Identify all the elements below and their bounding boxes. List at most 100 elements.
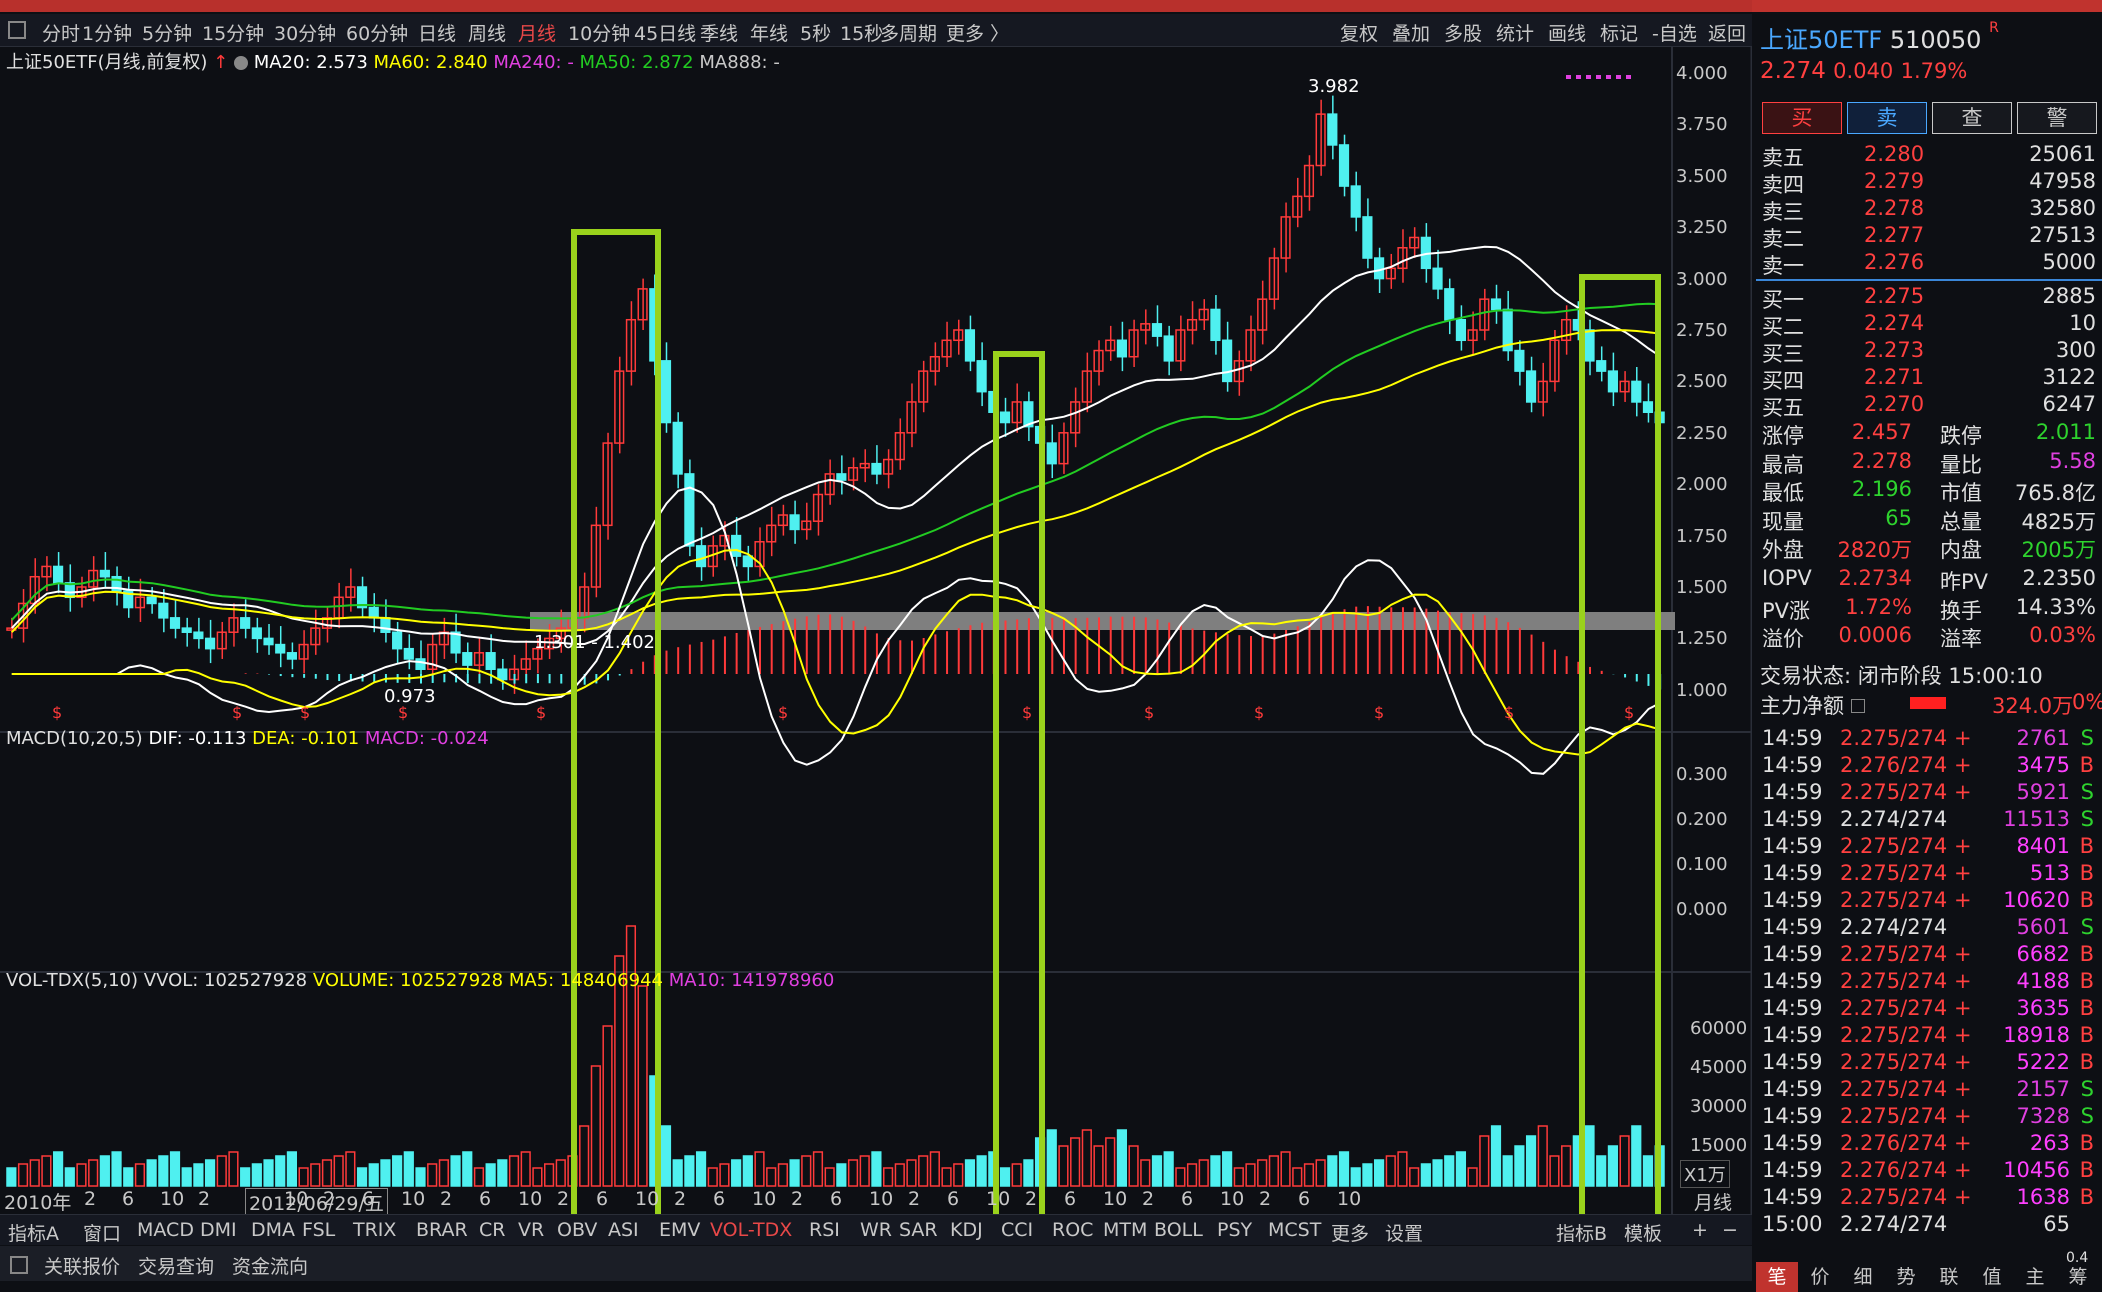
- quote-tab-6[interactable]: 主: [2025, 1266, 2045, 1288]
- indicator-tab-rsi[interactable]: RSI: [809, 1219, 840, 1241]
- toolbar-right-1[interactable]: 叠加: [1392, 23, 1431, 45]
- quote-tab-4[interactable]: 联: [1939, 1266, 1959, 1288]
- indicator-tab-窗口[interactable]: 窗口: [83, 1223, 122, 1245]
- indicator-tab-boll[interactable]: BOLL: [1154, 1219, 1203, 1241]
- vol-ma5: MA5: 148406944: [508, 970, 663, 991]
- quote-button-0[interactable]: 买: [1762, 102, 1842, 134]
- period-9[interactable]: 10分钟: [568, 23, 631, 45]
- candle-body: [532, 647, 543, 660]
- bottom-tab-2[interactable]: 资金流向: [232, 1256, 309, 1278]
- quote-button-1[interactable]: 卖: [1847, 102, 1927, 134]
- indicator-tab-设置[interactable]: 设置: [1385, 1223, 1424, 1245]
- period-3[interactable]: 15分钟: [202, 23, 265, 45]
- period-1[interactable]: 1分钟: [82, 23, 133, 45]
- bid-row[interactable]: 买三 2.273 300: [1756, 338, 2102, 366]
- bottom-tab-0[interactable]: 关联报价: [44, 1256, 121, 1278]
- candle-body: [1607, 370, 1618, 393]
- volume-bar: [1233, 1167, 1244, 1187]
- indicator-tab-brar[interactable]: BRAR: [416, 1219, 468, 1241]
- ask-row[interactable]: 卖五 2.280 25061: [1756, 142, 2102, 170]
- toolbar-right-0[interactable]: 复权: [1340, 23, 1379, 45]
- quote-tab-7[interactable]: 筹: [2068, 1266, 2088, 1288]
- indicator-tab-dmi[interactable]: DMI: [200, 1219, 237, 1241]
- ask-row[interactable]: 卖三 2.278 32580: [1756, 196, 2102, 224]
- toolbar-right-3[interactable]: 统计: [1496, 23, 1535, 45]
- period-0[interactable]: 分时: [42, 23, 81, 45]
- period-13[interactable]: 5秒: [800, 23, 832, 45]
- indicator-tab-cci[interactable]: CCI: [1001, 1219, 1034, 1241]
- quote-button-3[interactable]: 警: [2017, 102, 2097, 134]
- period-15[interactable]: 多周期: [880, 23, 938, 45]
- indicator-tab-mcst[interactable]: MCST: [1268, 1219, 1322, 1241]
- indicator-right-3[interactable]: −: [1722, 1219, 1738, 1241]
- indicator-tab-macd[interactable]: MACD: [137, 1219, 194, 1241]
- indicator-tab-asi[interactable]: ASI: [608, 1219, 639, 1241]
- settings-icon[interactable]: [233, 56, 248, 70]
- quote-tab-2[interactable]: 细: [1853, 1266, 1873, 1288]
- toolbar-right-6[interactable]: -自选: [1652, 23, 1697, 45]
- x-tick: 2: [1259, 1188, 1272, 1210]
- indicator-tab-sar[interactable]: SAR: [899, 1219, 938, 1241]
- indicator-tab-mtm[interactable]: MTM: [1103, 1219, 1148, 1241]
- indicator-tab-vol-tdx[interactable]: VOL-TDX: [710, 1219, 793, 1241]
- ask-price: 2.277: [1864, 223, 1925, 247]
- period-14[interactable]: 15秒: [840, 23, 884, 45]
- indicator-tab-更多[interactable]: 更多: [1331, 1223, 1370, 1245]
- quote-tab-5[interactable]: 值: [1982, 1266, 2002, 1288]
- indicator-tab-psy[interactable]: PSY: [1217, 1219, 1253, 1241]
- toolbar-right-4[interactable]: 画线: [1548, 23, 1587, 45]
- volume-bar: [1338, 1151, 1350, 1187]
- indicator-tab-fsl[interactable]: FSL: [302, 1219, 336, 1241]
- period-5[interactable]: 60分钟: [346, 23, 409, 45]
- indicator-tab-roc[interactable]: ROC: [1052, 1219, 1094, 1241]
- y-tick-vol: 45000: [1690, 1057, 1748, 1078]
- indicator-tab-trix[interactable]: TRIX: [353, 1219, 397, 1241]
- tick-row: 14:59 2.275/274 +2157 S: [1762, 1077, 2094, 1101]
- ask-row[interactable]: 卖四 2.279 47958: [1756, 169, 2102, 197]
- toolbar-right-5[interactable]: 标记: [1600, 23, 1639, 45]
- period-12[interactable]: 年线: [750, 23, 789, 45]
- bid-label: 买四: [1762, 369, 1804, 393]
- indicator-tab-dma[interactable]: DMA: [251, 1219, 296, 1241]
- period-10[interactable]: 45日线: [634, 23, 697, 45]
- period-16[interactable]: 更多 〉: [946, 23, 1010, 45]
- kline-chart[interactable]: $ $ $ $ $ $ $ $ $ $ $ $: [0, 46, 1752, 1216]
- period-7[interactable]: 周线: [468, 23, 507, 45]
- indicator-tab-cr[interactable]: CR: [479, 1219, 506, 1241]
- period-2[interactable]: 5分钟: [142, 23, 193, 45]
- indicator-right-0[interactable]: 指标B: [1556, 1223, 1608, 1245]
- ask-row[interactable]: 卖一 2.276 5000: [1756, 250, 2102, 278]
- bottom-menu-icon[interactable]: [10, 1256, 28, 1274]
- period-11[interactable]: 季线: [700, 23, 739, 45]
- bid-row[interactable]: 买四 2.271 3122: [1756, 365, 2102, 393]
- bid-row[interactable]: 买一 2.275 2885: [1756, 284, 2102, 312]
- indicator-tab-指标a[interactable]: 指标A: [8, 1223, 59, 1245]
- indicator-tab-wr[interactable]: WR: [860, 1219, 892, 1241]
- quote-button-2[interactable]: 查: [1932, 102, 2012, 134]
- quote-tab-0[interactable]: 笔: [1756, 1262, 1798, 1292]
- bottom-tab-1[interactable]: 交易查询: [138, 1256, 215, 1278]
- bid-row[interactable]: 买五 2.270 6247: [1756, 392, 2102, 420]
- toolbar-right-2[interactable]: 多股: [1444, 23, 1483, 45]
- quote-tab-3[interactable]: 势: [1896, 1266, 1916, 1288]
- toolbar-right-7[interactable]: 返回: [1708, 23, 1747, 45]
- tick-row: 15:00 2.274/274 65: [1762, 1212, 2070, 1236]
- bid-row[interactable]: 买二 2.274 10: [1756, 311, 2102, 339]
- indicator-tab-vr[interactable]: VR: [518, 1219, 545, 1241]
- indicator-right-1[interactable]: 模板: [1624, 1223, 1663, 1245]
- candle-body: [1596, 360, 1607, 372]
- ask-row[interactable]: 卖二 2.277 27513: [1756, 223, 2102, 251]
- bid-price: 2.273: [1864, 338, 1925, 362]
- stock-title: 上证50ETF(月线,前复权): [6, 52, 208, 73]
- period-8[interactable]: 月线: [518, 23, 557, 45]
- panel-toggle-icon[interactable]: [8, 21, 26, 39]
- candle-body: [660, 360, 672, 424]
- indicator-tab-obv[interactable]: OBV: [557, 1219, 598, 1241]
- indicator-right-2[interactable]: +: [1692, 1219, 1708, 1241]
- period-4[interactable]: 30分钟: [274, 23, 337, 45]
- period-6[interactable]: 日线: [418, 23, 457, 45]
- candle-body: [228, 617, 239, 633]
- quote-tab-1[interactable]: 价: [1810, 1266, 1830, 1288]
- indicator-tab-kdj[interactable]: KDJ: [950, 1219, 983, 1241]
- indicator-tab-emv[interactable]: EMV: [659, 1219, 701, 1241]
